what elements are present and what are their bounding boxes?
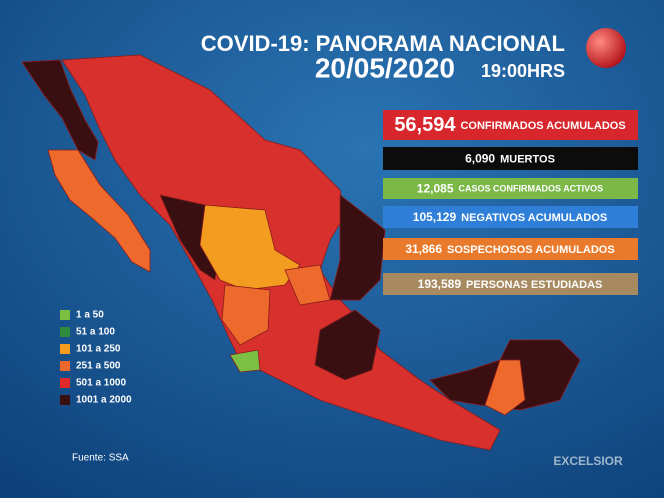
legend-swatch bbox=[60, 361, 70, 371]
time: 19:00HRS bbox=[481, 61, 565, 81]
stat-label: NEGATIVOS ACUMULADOS bbox=[461, 212, 607, 224]
legend-label: 251 a 500 bbox=[76, 361, 121, 372]
stat-label: CONFIRMADOS ACUMULADOS bbox=[460, 120, 625, 132]
stat-line: 6,090 MUERTOS bbox=[465, 152, 555, 166]
stat-box bbox=[383, 273, 638, 295]
legend-label: 101 a 250 bbox=[76, 344, 121, 355]
legend-label: 1 a 50 bbox=[76, 310, 104, 321]
stat-box bbox=[383, 147, 638, 170]
date: 20/05/2020 bbox=[315, 52, 455, 83]
stat-number: 31,866 bbox=[405, 242, 442, 256]
stat-number: 105,129 bbox=[413, 210, 457, 224]
legend-label: 1001 a 2000 bbox=[76, 395, 132, 406]
title: COVID-19: PANORAMA NACIONAL bbox=[201, 31, 565, 56]
stat-number: 56,594 bbox=[394, 114, 456, 136]
map bbox=[21, 54, 581, 451]
stat-number: 6,090 bbox=[465, 152, 495, 166]
stat-box bbox=[383, 110, 638, 140]
legend-swatch bbox=[60, 378, 70, 388]
stat-line: 105,129 NEGATIVOS ACUMULADOS bbox=[413, 210, 607, 224]
globe-icon bbox=[586, 28, 626, 68]
legend-swatch bbox=[60, 395, 70, 405]
legend-swatch bbox=[60, 344, 70, 354]
stat-number: 12,085 bbox=[417, 182, 454, 196]
legend-label: 501 a 1000 bbox=[76, 378, 126, 389]
stat-label: SOSPECHOSOS ACUMULADOS bbox=[447, 244, 615, 256]
stat-label: CASOS CONFIRMADOS ACTIVOS bbox=[459, 184, 604, 194]
legend-swatch bbox=[60, 310, 70, 320]
source: Fuente: SSA bbox=[72, 453, 129, 464]
stat-box bbox=[383, 238, 638, 260]
logo: EXCELSIOR bbox=[553, 454, 623, 468]
stat-line: 12,085 CASOS CONFIRMADOS ACTIVOS bbox=[417, 182, 603, 196]
legend-swatch bbox=[60, 327, 70, 337]
legend-label: 51 a 100 bbox=[76, 327, 115, 338]
stat-line: 31,866 SOSPECHOSOS ACUMULADOS bbox=[405, 242, 614, 256]
stat-line: 193,589 PERSONAS ESTUDIADAS bbox=[418, 277, 603, 291]
stat-box bbox=[383, 206, 638, 228]
stat-box bbox=[383, 178, 638, 199]
stat-number: 193,589 bbox=[418, 277, 462, 291]
stat-label: PERSONAS ESTUDIADAS bbox=[466, 279, 602, 291]
stat-line: 56,594 CONFIRMADOS ACUMULADOS bbox=[394, 114, 625, 136]
stat-label: MUERTOS bbox=[500, 153, 555, 165]
